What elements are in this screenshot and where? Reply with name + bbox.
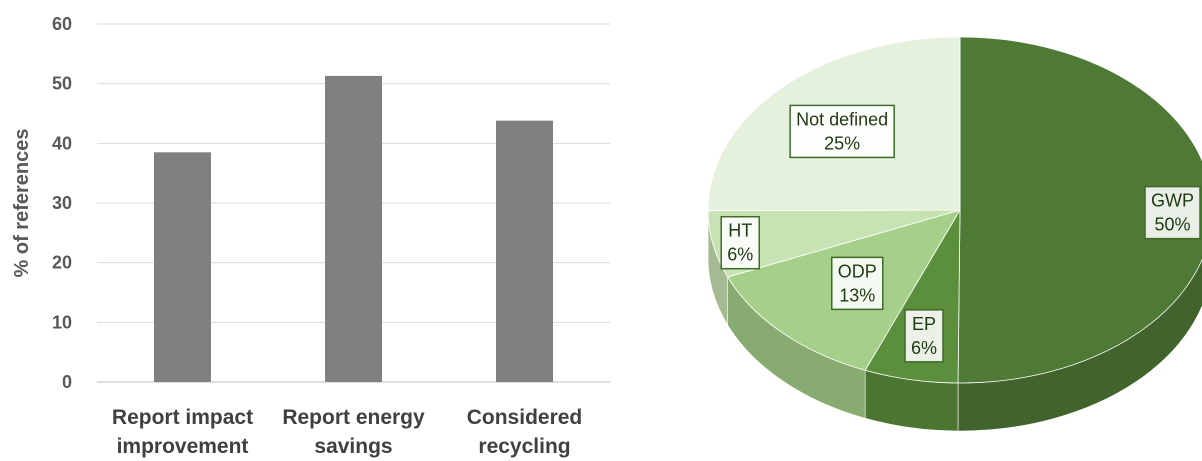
pie-slice-label: GWP bbox=[1151, 191, 1194, 211]
pie-slice-label: ODP bbox=[838, 261, 877, 281]
pie-label-box bbox=[720, 215, 760, 270]
pie-slice-label: EP bbox=[912, 314, 936, 334]
pie-slice-percent: 6% bbox=[727, 245, 753, 265]
bar bbox=[325, 75, 382, 382]
pie-slice-percent: 6% bbox=[911, 338, 937, 358]
y-tick-label: 40 bbox=[52, 133, 72, 153]
pie-slice-percent: 50% bbox=[1154, 215, 1190, 235]
category-label: Considered recycling bbox=[467, 406, 583, 458]
pie-side-walls bbox=[707, 209, 1202, 432]
pie-chart: GWP 50% EP 6% ODP 13% HT 6% Not defined 25% bbox=[707, 36, 1202, 432]
pie-slices bbox=[707, 36, 1202, 384]
y-tick-labels: 0 10 20 30 40 50 60 bbox=[52, 14, 72, 392]
category-label: Report impact improvement bbox=[112, 406, 253, 458]
y-tick-label: 20 bbox=[52, 253, 72, 273]
y-tick-label: 50 bbox=[52, 74, 72, 94]
pie-slice-percent: 13% bbox=[839, 285, 875, 305]
pie-slice-label: Not defined bbox=[796, 109, 888, 129]
bars bbox=[154, 75, 553, 382]
pie-label: ODP 13% bbox=[831, 256, 884, 311]
pie-labels: GWP 50% EP 6% ODP 13% HT 6% Not defined 25% bbox=[720, 104, 1201, 363]
pie-slice-percent: 25% bbox=[824, 133, 860, 153]
pie-label-box bbox=[789, 104, 895, 159]
pie-label: HT 6% bbox=[720, 215, 760, 270]
category-label: Report energy savings bbox=[282, 406, 425, 458]
pie-label: EP 6% bbox=[904, 309, 944, 363]
pie-slice bbox=[957, 36, 1202, 384]
pie-label: Not defined 25% bbox=[789, 104, 895, 159]
y-tick-label: 30 bbox=[52, 193, 72, 213]
y-tick-label: 0 bbox=[62, 372, 72, 392]
category-labels: Report impact improvement Report energy sav… bbox=[112, 406, 582, 458]
y-axis-title: % of references bbox=[11, 129, 33, 278]
pie-label: GWP 50% bbox=[1144, 185, 1201, 240]
y-tick-label: 60 bbox=[52, 14, 72, 34]
bar bbox=[154, 152, 211, 382]
pie-label-box bbox=[831, 256, 884, 311]
y-tick-label: 10 bbox=[52, 312, 72, 332]
pie-label-box bbox=[1144, 185, 1201, 240]
pie-label-box bbox=[904, 309, 944, 363]
pie-slice-label: HT bbox=[728, 221, 752, 241]
bar bbox=[496, 120, 553, 382]
